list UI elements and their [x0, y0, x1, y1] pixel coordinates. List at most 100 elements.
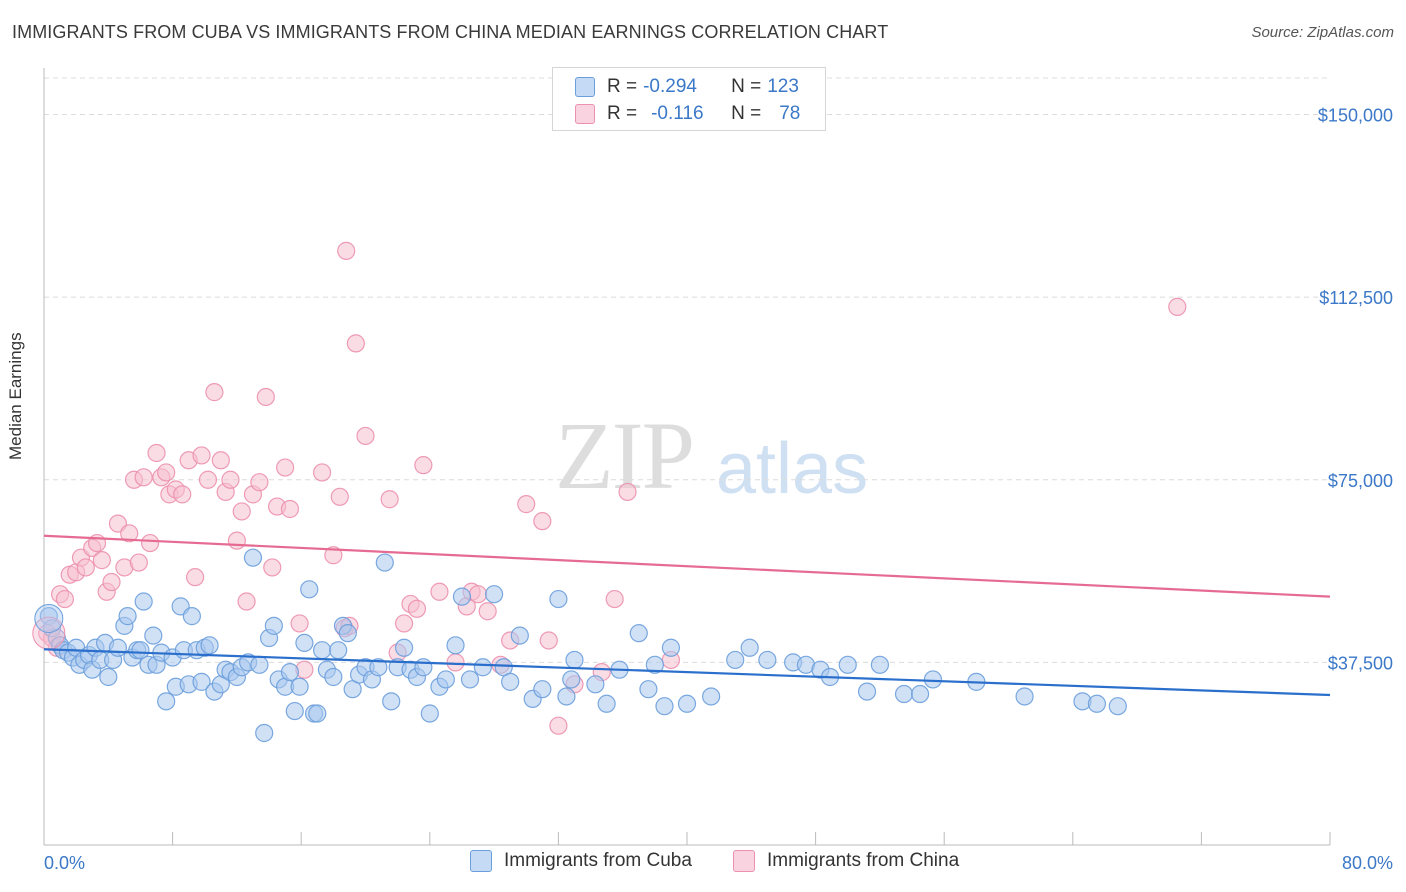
china-point: [120, 524, 139, 543]
china-point: [92, 551, 111, 570]
cuba-point: [726, 650, 745, 670]
cuba-point: [910, 684, 930, 704]
cuba-point: [108, 638, 128, 657]
legend-row-cuba: R = -0.294 N = 123: [575, 74, 799, 100]
cuba-point: [144, 626, 163, 645]
china-point: [256, 387, 275, 407]
china-point: [414, 456, 433, 475]
cuba-point: [369, 658, 388, 677]
cuba-point: [118, 607, 137, 626]
china-point: [618, 482, 637, 502]
chart-title: IMMIGRANTS FROM CUBA VS IMMIGRANTS FROM …: [12, 22, 889, 42]
china-point: [330, 487, 349, 506]
r-value: -0.116: [651, 103, 704, 124]
cuba-point: [639, 680, 658, 699]
cuba-point: [533, 680, 552, 699]
cuba-point: [557, 687, 576, 706]
china-point: [478, 602, 497, 621]
china-point: [211, 451, 230, 470]
china-point: [549, 716, 568, 735]
cuba-point: [452, 587, 472, 606]
cuba-point: [308, 704, 327, 723]
y-tick-label: $75,000: [1328, 471, 1393, 491]
china-point: [227, 531, 246, 550]
cuba-point: [702, 687, 721, 706]
cuba-point: [923, 670, 943, 689]
watermark-atlas: atlas: [716, 429, 869, 509]
cuba-point: [134, 592, 153, 611]
china-point: [237, 592, 256, 611]
cuba-point: [312, 641, 332, 660]
china-point: [539, 631, 558, 650]
cuba-point: [562, 670, 581, 689]
cuba-point: [1015, 687, 1034, 706]
cuba-point: [192, 672, 211, 691]
china-point: [198, 470, 218, 489]
r-label: R =: [607, 103, 638, 124]
n-label: N =: [731, 76, 762, 97]
cuba-point: [243, 548, 263, 567]
cuba-point: [285, 701, 304, 721]
cuba-point: [255, 723, 274, 743]
legend-item-cuba: Immigrants from Cuba: [470, 850, 692, 872]
china-point: [280, 499, 300, 519]
cuba-point: [645, 655, 664, 674]
y-tick-label: $150,000: [1318, 106, 1393, 126]
china-point: [346, 334, 365, 353]
cuba-point: [870, 655, 890, 674]
china-point: [533, 512, 552, 531]
china-point: [205, 383, 224, 402]
cuba-point: [758, 650, 777, 670]
cuba-point: [565, 650, 584, 670]
r-value: -0.294: [643, 76, 697, 97]
cuba-point: [420, 704, 439, 723]
china-point: [76, 558, 95, 577]
cuba-point: [586, 675, 605, 694]
x-tick-label: 0.0%: [44, 853, 85, 873]
cuba-point: [838, 655, 857, 674]
legend-item-china: Immigrants from China: [733, 850, 959, 872]
n-value: 123: [767, 76, 799, 97]
cuba-point: [501, 672, 520, 691]
china-point: [324, 546, 343, 565]
cuba-point: [1108, 697, 1127, 716]
china-point: [290, 614, 309, 633]
cuba-point: [446, 636, 465, 655]
china-point: [605, 589, 624, 609]
cuba-point: [460, 670, 480, 689]
cuba-point: [485, 585, 504, 604]
china-point: [407, 599, 427, 618]
cuba-point: [200, 636, 219, 655]
china-point: [186, 568, 205, 587]
cuba-point: [329, 641, 348, 660]
n-value: 78: [779, 103, 801, 124]
cuba-point: [264, 616, 283, 635]
cuba-legend-icon: [470, 850, 492, 872]
china-point: [430, 582, 449, 601]
cuba-point: [34, 604, 64, 634]
cuba-point: [324, 667, 343, 687]
cuba-point: [250, 655, 269, 674]
china-point: [221, 470, 240, 489]
cuba-point: [473, 658, 492, 677]
china-point: [134, 468, 153, 487]
legend-row-china: R = -0.116 N = 78: [575, 101, 800, 127]
china-point: [102, 572, 121, 592]
cuba-point: [182, 607, 201, 626]
cuba-point: [510, 626, 529, 645]
cuba-point: [295, 633, 314, 653]
cuba-point: [677, 694, 697, 713]
china-point: [468, 585, 488, 604]
cuba-point: [382, 692, 401, 711]
china-point: [173, 485, 192, 504]
y-tick-label: $37,500: [1328, 653, 1393, 673]
source-label: Source: ZipAtlas.com: [1251, 24, 1394, 41]
cuba-point: [99, 667, 118, 687]
cuba-point: [857, 682, 877, 701]
cuba-point: [436, 670, 455, 689]
cuba-point: [740, 638, 759, 657]
cuba-point: [655, 697, 674, 716]
stats-legend: R = -0.294 N = 123 R = -0.116 N = 78: [552, 67, 826, 131]
cuba-trend-line: [43, 648, 1331, 697]
